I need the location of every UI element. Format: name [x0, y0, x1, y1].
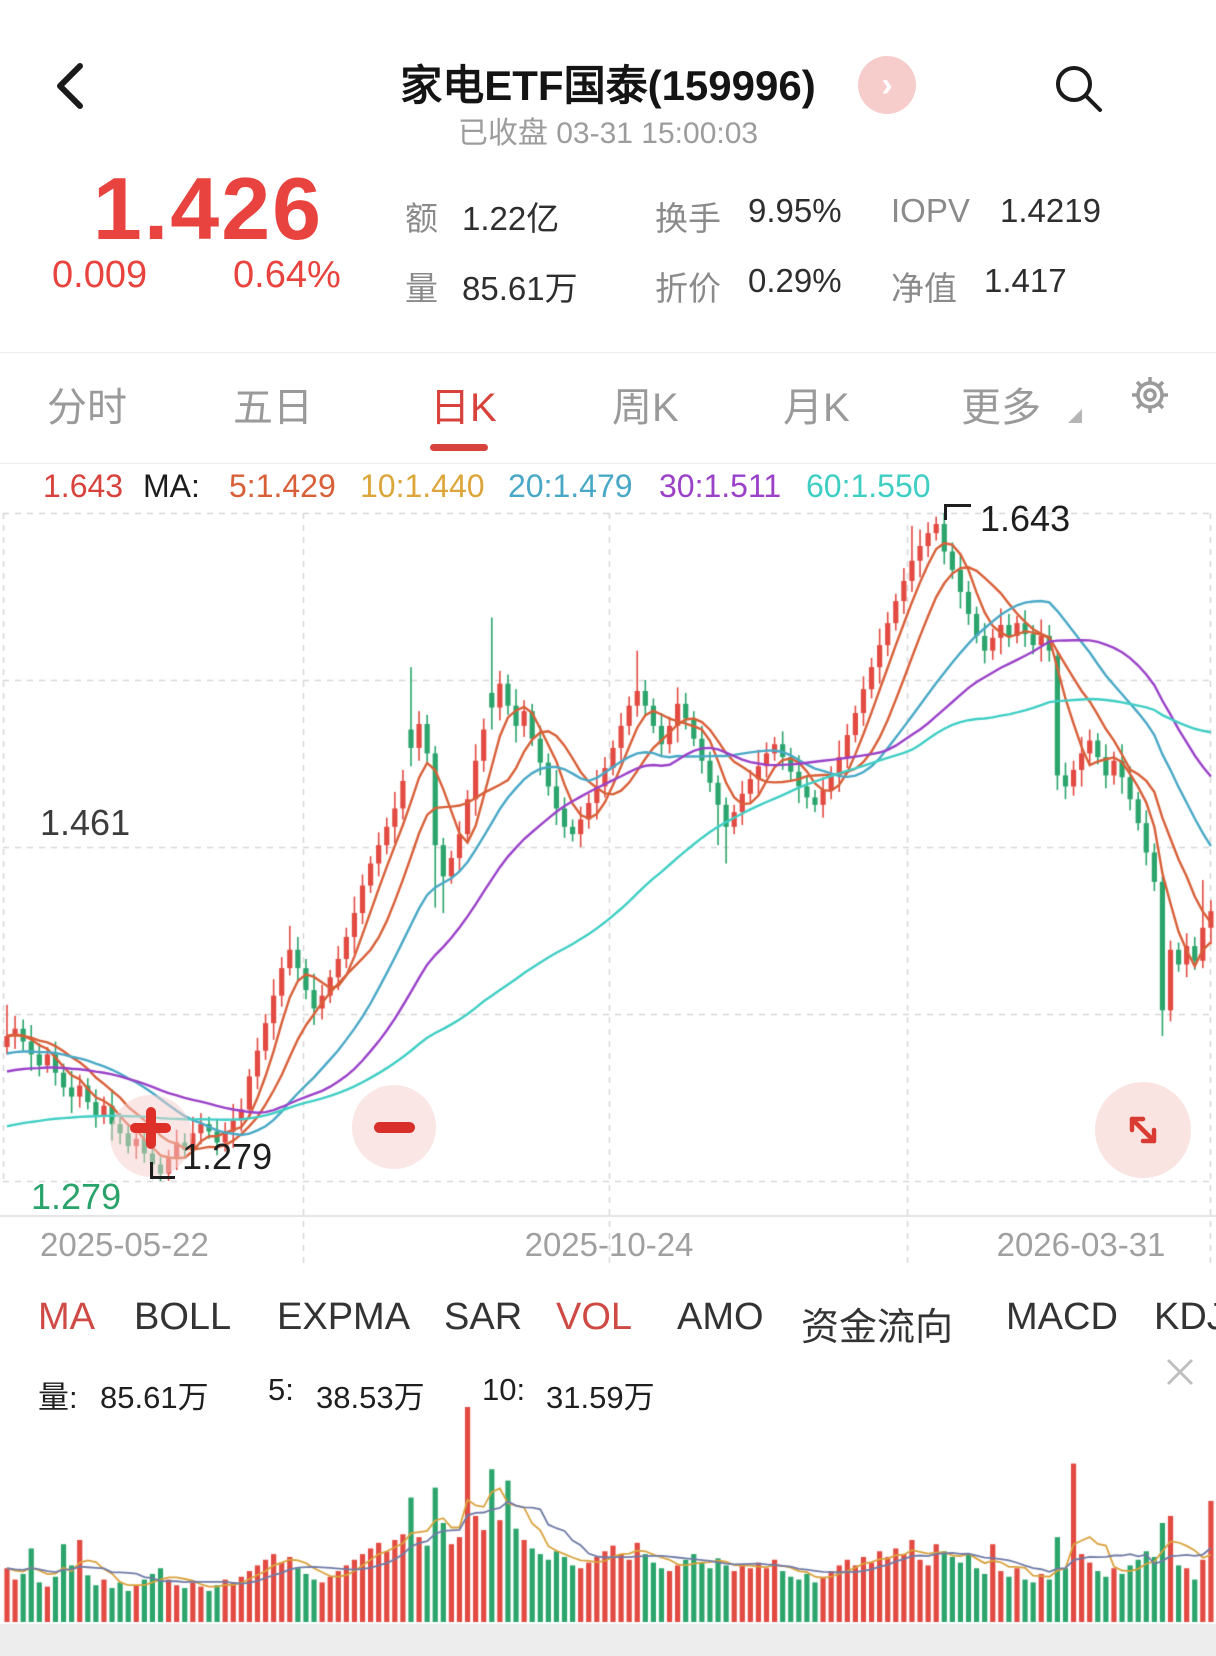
indicator-tab-moneyflow[interactable]: 资金流向 [801, 1307, 954, 1344]
indicator-tab-sar[interactable]: SAR [444, 1296, 523, 1338]
stat-value-amount: 1.22亿 [462, 200, 560, 237]
indicator-tab-boll[interactable]: BOLL [134, 1296, 232, 1338]
bottom-axis-strip [0, 1624, 1216, 1656]
more-triangle-icon [1068, 409, 1082, 423]
chart-settings-button[interactable] [1124, 369, 1176, 426]
legend-ma5: 5:1.429 [229, 468, 336, 504]
tab-more[interactable]: 更多 [961, 386, 1041, 430]
crosshair-marker-icon-vbar[interactable] [146, 1107, 156, 1149]
tab-minute[interactable]: 分时 [47, 386, 127, 430]
next-stock-badge[interactable]: › [858, 56, 916, 114]
x-date-end: 2026-03-31 [996, 1226, 1166, 1263]
price-change-pct: 0.64% [233, 254, 341, 296]
tab-monthly-k[interactable]: 月K [783, 386, 850, 430]
stat-label-discount: 折价 [655, 270, 721, 307]
page-title: 家电ETF国泰(159996) [400, 62, 816, 109]
high-corner-bracket [944, 504, 971, 520]
volume-ma5-label: 5: [268, 1372, 294, 1407]
legend-ma-prefix: MA: [143, 468, 200, 504]
legend-ma10: 10:1.440 [360, 468, 485, 504]
legend-ma30: 30:1.511 [659, 468, 782, 504]
volume-header: 量: 85.61万 5: 38.53万 10: 31.59万 [0, 1372, 1216, 1415]
x-date-mid: 2025-10-24 [524, 1226, 694, 1263]
stat-value-discount: 0.29% [748, 262, 842, 299]
volume-ma10-label: 10: [482, 1372, 526, 1407]
indicator-tab-vol[interactable]: VOL [556, 1296, 633, 1338]
back-button[interactable] [48, 58, 96, 114]
x-date-start: 2025-05-22 [40, 1226, 209, 1263]
legend-current-price: 1.643 [43, 468, 124, 504]
last-price: 1.426 [92, 159, 324, 258]
low-corner-bracket [150, 1162, 175, 1179]
high-marker-label: 1.643 [980, 498, 1071, 539]
price-change: 0.009 [52, 254, 148, 296]
stat-label-turnover: 换手 [655, 200, 721, 237]
active-tab-underline [430, 444, 488, 451]
badge-chevron-icon: › [881, 65, 893, 104]
back-chevron-icon [57, 63, 83, 109]
volume-ma5-value: 38.53万 [316, 1380, 425, 1415]
zoom-out-button[interactable] [374, 1122, 415, 1133]
legend-ma20: 20:1.479 [508, 468, 633, 504]
indicator-tab-bar: MA BOLL EXPMA SAR VOL AMO 资金流向 MACD KDJ [0, 1296, 1216, 1344]
stat-label-iopv: IOPV [891, 192, 970, 229]
tab-weekly-k[interactable]: 周K [612, 386, 679, 430]
search-icon [1056, 66, 1102, 112]
volume-value: 85.61万 [100, 1380, 209, 1415]
stat-value-iopv: 1.4219 [1000, 192, 1101, 229]
legend-ma60: 60:1.550 [806, 468, 931, 504]
indicator-tab-amo[interactable]: AMO [677, 1296, 764, 1338]
period-tab-bar: 分时 五日 日K 周K 月K 更多 [0, 352, 1216, 464]
expand-arrows-icon [1129, 1116, 1157, 1144]
indicator-tab-kdj[interactable]: KDJ [1154, 1296, 1216, 1338]
stat-label-volume: 量 [405, 270, 438, 307]
stat-value-turnover: 9.95% [748, 192, 842, 229]
ma-legend: 1.643 MA: 5:1.429 10:1.440 20:1.479 30:1… [0, 468, 1216, 508]
stat-value-volume: 85.61万 [462, 270, 578, 307]
volume-ma10-value: 31.59万 [546, 1380, 655, 1415]
volume-label: 量: [38, 1380, 78, 1415]
close-indicator-button[interactable] [1160, 1352, 1200, 1397]
indicator-tab-ma[interactable]: MA [38, 1296, 95, 1338]
search-button[interactable] [1048, 58, 1108, 118]
indicator-tab-expma[interactable]: EXPMA [277, 1296, 411, 1338]
tab-daily-k[interactable]: 日K [430, 386, 497, 430]
stat-value-nav: 1.417 [984, 262, 1067, 299]
indicator-tab-macd[interactable]: MACD [1006, 1296, 1118, 1338]
market-status-line: 已收盘 03-31 15:00:03 [457, 117, 759, 150]
stat-label-amount: 额 [405, 200, 438, 237]
low-axis-label: 1.279 [31, 1176, 122, 1217]
tab-five-day[interactable]: 五日 [233, 386, 313, 430]
mid-price-label: 1.461 [40, 802, 131, 843]
close-icon [1166, 1358, 1194, 1386]
stat-label-nav: 净值 [891, 270, 957, 307]
fullscreen-button[interactable] [1119, 1106, 1167, 1159]
gear-icon [1132, 377, 1168, 413]
low-marker-label: 1.279 [182, 1136, 273, 1177]
